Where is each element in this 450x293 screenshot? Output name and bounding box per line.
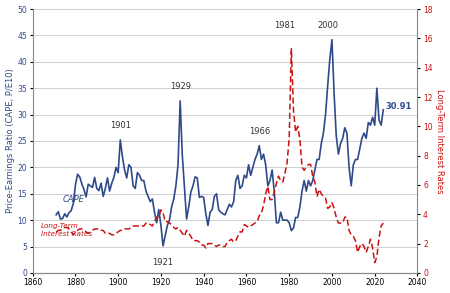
Text: CAPE: CAPE (63, 195, 85, 204)
Text: Long-Term
Interest Rates: Long-Term Interest Rates (41, 224, 92, 237)
Text: 1966: 1966 (249, 127, 270, 136)
Y-axis label: Long-Term Interest Rates: Long-Term Interest Rates (436, 89, 445, 193)
Text: 1921: 1921 (153, 258, 174, 267)
Text: 2000: 2000 (317, 21, 338, 30)
Text: 30.91: 30.91 (385, 102, 412, 111)
Text: 1929: 1929 (170, 82, 191, 91)
Text: 1981: 1981 (274, 21, 296, 30)
Y-axis label: Price-Earnings Ratio (CAPE, P/E10): Price-Earnings Ratio (CAPE, P/E10) (5, 69, 14, 213)
Text: 1901: 1901 (110, 121, 131, 130)
